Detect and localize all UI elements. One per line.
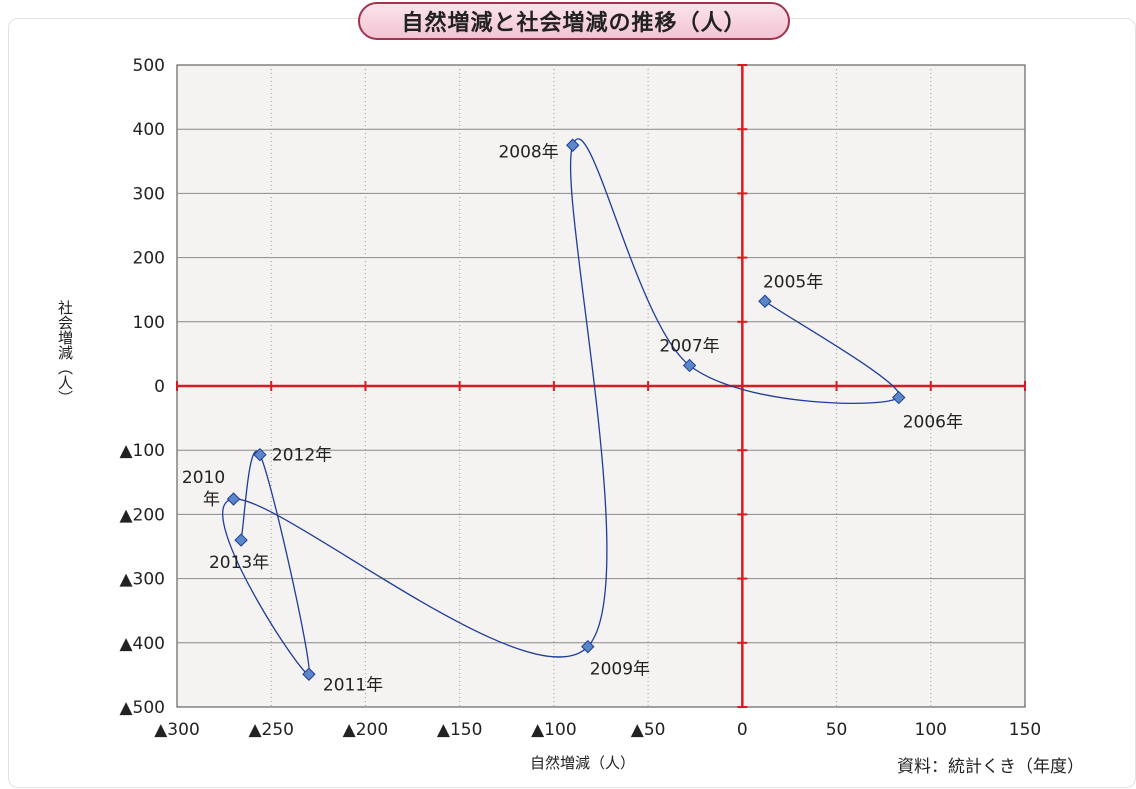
chart-title-banner: 自然増減と社会増減の推移（人） <box>358 2 790 40</box>
y-tick-label: ▲200 <box>119 505 165 525</box>
point-label: 2006年 <box>903 413 963 433</box>
data-point-marker <box>566 138 580 152</box>
x-tick-label: ▲250 <box>248 720 294 740</box>
tick-labels: 5004003002001000▲100▲200▲300▲400▲500▲300… <box>119 56 1041 740</box>
x-tick-label: ▲200 <box>343 720 389 740</box>
point-label: 2010 <box>182 468 225 488</box>
data-point-marker <box>758 294 772 308</box>
chart-title: 自然増減と社会増減の推移（人） <box>401 11 747 36</box>
y-tick-label: ▲400 <box>119 634 165 654</box>
y-tick-label: ▲500 <box>119 698 165 718</box>
y-axis-title: 社会増減（人） <box>56 300 74 405</box>
data-point-marker <box>234 533 248 547</box>
zero-axes <box>176 64 1026 708</box>
point-label: 2012年 <box>272 446 332 466</box>
point-label: 2011年 <box>323 675 383 695</box>
point-label: 2013年 <box>209 553 269 573</box>
data-markers <box>226 138 906 681</box>
point-label: 2009年 <box>590 660 650 680</box>
y-tick-label: 300 <box>133 184 165 204</box>
x-tick-label: 0 <box>737 720 748 740</box>
point-label: 2007年 <box>659 336 719 356</box>
y-tick-label: 500 <box>133 56 165 76</box>
x-tick-label: ▲150 <box>437 720 483 740</box>
y-tick-label: 0 <box>154 377 165 397</box>
data-point-marker <box>253 447 267 462</box>
x-tick-label: ▲100 <box>531 720 577 740</box>
source-note: 資料：統計くき（年度） <box>897 757 1084 777</box>
y-tick-label: 200 <box>133 249 165 269</box>
x-tick-label: 150 <box>1009 720 1041 740</box>
series-line <box>222 138 901 675</box>
y-tick-label: 400 <box>133 120 165 140</box>
data-point-marker <box>581 639 595 654</box>
x-tick-label: ▲300 <box>154 720 200 740</box>
x-tick-label: 100 <box>915 720 947 740</box>
y-tick-label: 100 <box>133 313 165 333</box>
data-point-marker <box>892 390 906 405</box>
y-tick-label: ▲300 <box>119 570 165 590</box>
y-tick-label: ▲100 <box>119 441 165 461</box>
data-point-marker <box>226 492 241 506</box>
point-label: 2008年 <box>498 142 558 162</box>
point-label: 年 <box>203 490 220 510</box>
data-point-marker <box>302 667 316 681</box>
data-point-marker <box>682 358 697 373</box>
x-tick-label: 50 <box>826 720 848 740</box>
point-label: 2005年 <box>763 272 823 292</box>
x-tick-label: ▲50 <box>631 720 666 740</box>
x-axis-title: 自然増減（人） <box>530 754 636 772</box>
